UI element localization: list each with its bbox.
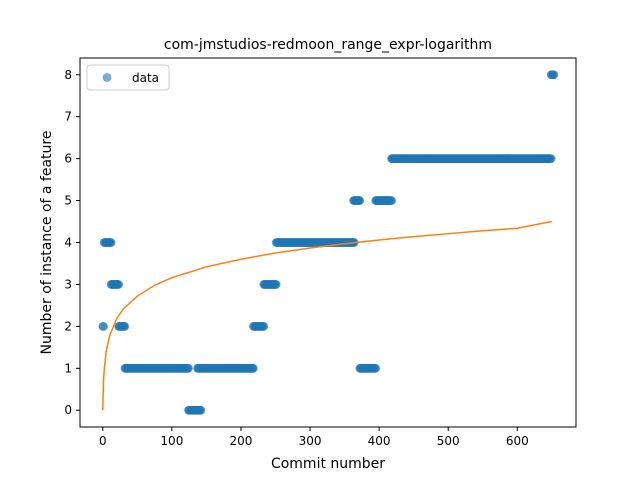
x-tick-label-2: 200: [230, 434, 253, 448]
data-point-34: [120, 321, 130, 331]
y-tick-label-2: 2: [64, 319, 72, 333]
y-axis-label: Number of instance of a feature: [39, 131, 55, 355]
legend-label-data: data: [132, 71, 159, 85]
data-points-layer: [98, 70, 559, 415]
x-tick-label-6: 600: [506, 434, 529, 448]
data-point-672: [549, 70, 559, 80]
data-point-263: [271, 280, 281, 289]
legend-box: [86, 64, 170, 91]
data-point-667: [546, 154, 556, 164]
fit-curve: [102, 220, 552, 411]
data-point-24: [114, 280, 124, 289]
x-tick-label-3: 300: [299, 434, 322, 448]
data-point-387: [355, 196, 365, 205]
chart-title: com-jmstudios-redmoon_range_expr-logarit…: [164, 37, 492, 53]
y-tick-label-4: 4: [64, 236, 72, 250]
y-tick-label-6: 6: [64, 152, 72, 166]
y-axis: 0 1 2 3 4 5 6 7 8: [64, 68, 80, 417]
data-point-127: [184, 363, 193, 373]
x-tick-label-5: 500: [437, 434, 460, 448]
legend: data: [86, 64, 170, 91]
x-tick-label-0: 0: [99, 434, 107, 448]
data-point-146: [196, 405, 206, 415]
data-point-435: [387, 196, 396, 205]
legend-marker-data: [102, 73, 112, 82]
x-axis-label: Commit number: [271, 456, 385, 472]
y-tick-label-5: 5: [64, 194, 72, 208]
y-tick-label-3: 3: [64, 277, 72, 291]
data-point-12: [106, 238, 116, 247]
y-tick-label-1: 1: [64, 361, 72, 375]
y-tick-label-7: 7: [64, 110, 72, 124]
x-tick-label-4: 400: [368, 434, 391, 448]
data-point-228: [248, 363, 258, 373]
y-tick-label-0: 0: [64, 403, 72, 417]
data-point-244: [259, 321, 269, 331]
fit-curve-layer: [102, 220, 552, 411]
y-tick-label-8: 8: [64, 68, 72, 82]
x-tick-label-1: 100: [160, 434, 183, 448]
data-point-1: [99, 321, 108, 331]
data-point-411: [371, 363, 381, 373]
x-axis: 0 100 200 300 400 500 600: [99, 427, 529, 448]
